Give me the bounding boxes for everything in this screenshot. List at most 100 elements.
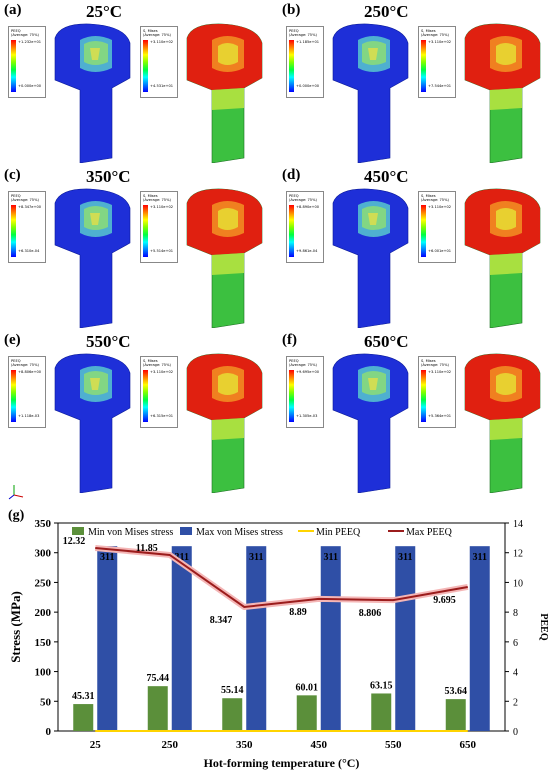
bar-label-max-von-mises: 311 bbox=[324, 552, 338, 563]
legend-label: Min PEEQ bbox=[316, 527, 361, 538]
color-scale bbox=[289, 370, 294, 422]
y-tick-label: 100 bbox=[35, 667, 52, 679]
legend-min-value: +0.000e+00 bbox=[296, 84, 319, 88]
peeq-contour-model bbox=[328, 183, 413, 328]
line-label-max-peeq: 8.806 bbox=[359, 608, 382, 619]
legend-swatch bbox=[180, 527, 192, 535]
legend-max-value: +9.695e+00 bbox=[296, 370, 319, 374]
bar-min-von-mises bbox=[371, 693, 391, 731]
x-axis-label: Hot-forming temperature (°C) bbox=[204, 756, 360, 770]
mises-contour-model bbox=[182, 348, 267, 493]
y2-tick-label: 14 bbox=[513, 519, 523, 530]
panel-letter: (a) bbox=[4, 2, 22, 19]
color-scale bbox=[143, 205, 148, 257]
legend-min-value: +6.315e+01 bbox=[150, 414, 173, 418]
peeq-contour-model bbox=[50, 348, 135, 493]
color-scale bbox=[421, 40, 426, 92]
panel-letter: (g) bbox=[8, 508, 25, 523]
panel-letter: (b) bbox=[282, 2, 300, 19]
peeq-legend: PEEQ (Average: 75%) +8.890e+00 +9.861e-0… bbox=[286, 191, 324, 263]
bar-min-von-mises bbox=[446, 699, 466, 731]
color-scale bbox=[11, 205, 16, 257]
y-tick-label: 150 bbox=[35, 637, 52, 649]
bar-max-von-mises bbox=[172, 546, 192, 731]
x-tick-label: 650 bbox=[460, 739, 477, 751]
bar-min-von-mises bbox=[148, 686, 168, 731]
y2-tick-label: 6 bbox=[513, 638, 518, 649]
panel-letter: (c) bbox=[4, 167, 21, 184]
y2-tick-label: 0 bbox=[513, 727, 518, 738]
color-scale bbox=[11, 40, 16, 92]
mises-legend: S, Mises (Average: 75%) +3.110e+02 +6.31… bbox=[140, 356, 178, 428]
mises-legend: S, Mises (Average: 75%) +3.110e+02 +6.00… bbox=[418, 191, 456, 263]
y-tick-label: 300 bbox=[35, 548, 52, 560]
bar-label-min-von-mises: 45.31 bbox=[72, 691, 95, 702]
y-axis-label: Stress (MPa) bbox=[8, 591, 23, 663]
legend-max-value: +3.110e+02 bbox=[150, 40, 173, 44]
color-scale bbox=[421, 205, 426, 257]
legend-max-value: +3.110e+02 bbox=[428, 205, 451, 209]
x-tick-label: 350 bbox=[236, 739, 253, 751]
y2-tick-label: 2 bbox=[513, 697, 518, 708]
peeq-legend: PEEQ (Average: 75%) +9.695e+00 +1.305e-0… bbox=[286, 356, 324, 428]
peeq-legend: PEEQ (Average: 75%) +1.185e+01 +0.000e+0… bbox=[286, 26, 324, 98]
legend-subtitle: (Average: 75%) bbox=[289, 363, 321, 367]
legend-label: Max von Mises stress bbox=[196, 527, 283, 538]
axis-triad-icon bbox=[8, 483, 26, 503]
y-tick-label: 50 bbox=[40, 696, 52, 708]
color-scale bbox=[289, 40, 294, 92]
bar-label-max-von-mises: 311 bbox=[100, 552, 114, 563]
fem-panel: (a) 25°C PEEQ (Average: 75%) +1.232e+01 … bbox=[0, 0, 270, 165]
panel-letter: (e) bbox=[4, 332, 21, 349]
color-scale bbox=[289, 205, 294, 257]
legend-subtitle: (Average: 75%) bbox=[11, 198, 43, 202]
bar-label-min-von-mises: 60.01 bbox=[296, 682, 319, 693]
mises-legend: S, Mises (Average: 75%) +3.110e+02 +7.54… bbox=[418, 26, 456, 98]
legend-label: Max PEEQ bbox=[406, 527, 453, 538]
legend-min-value: +6.310e-04 bbox=[18, 249, 41, 253]
x-tick-label: 550 bbox=[385, 739, 402, 751]
legend-label: Min von Mises stress bbox=[88, 527, 173, 538]
panel-letter: (d) bbox=[282, 167, 300, 184]
y-tick-label: 250 bbox=[35, 577, 52, 589]
bar-max-von-mises bbox=[321, 546, 341, 731]
color-scale bbox=[11, 370, 16, 422]
peeq-contour-model bbox=[328, 348, 413, 493]
line-label-max-peeq: 8.347 bbox=[210, 615, 233, 626]
legend-min-value: +1.118e-03 bbox=[18, 414, 41, 418]
mises-contour-model bbox=[460, 348, 545, 493]
y2-axis-label: PEEQ bbox=[538, 613, 549, 640]
legend-min-value: +5.514e+01 bbox=[150, 249, 173, 253]
y2-tick-label: 4 bbox=[513, 668, 518, 679]
legend-min-value: +5.364e+01 bbox=[428, 414, 451, 418]
legend-max-value: +8.806e+00 bbox=[18, 370, 41, 374]
peeq-legend: PEEQ (Average: 75%) +8.347e+00 +6.310e-0… bbox=[8, 191, 46, 263]
peeq-contour-model bbox=[328, 18, 413, 163]
line-label-max-peeq: 11.85 bbox=[136, 543, 158, 554]
peeq-contour-model bbox=[50, 183, 135, 328]
y-tick-label: 0 bbox=[46, 726, 52, 738]
mises-contour-model bbox=[460, 183, 545, 328]
bar-max-von-mises bbox=[395, 546, 415, 731]
x-tick-label: 25 bbox=[90, 739, 102, 751]
legend-subtitle: (Average: 75%) bbox=[421, 33, 453, 37]
line-label-max-peeq: 12.32 bbox=[63, 536, 86, 547]
color-scale bbox=[143, 370, 148, 422]
legend-max-value: +1.185e+01 bbox=[296, 40, 319, 44]
x-tick-label: 250 bbox=[162, 739, 179, 751]
legend-subtitle: (Average: 75%) bbox=[11, 363, 43, 367]
legend-min-value: +1.305e-03 bbox=[296, 414, 319, 418]
mises-contour-model bbox=[460, 18, 545, 163]
legend-max-value: +8.347e+00 bbox=[18, 205, 41, 209]
y-tick-label: 200 bbox=[35, 607, 52, 619]
panel-letter: (f) bbox=[282, 332, 297, 349]
legend-subtitle: (Average: 75%) bbox=[421, 198, 453, 202]
y-tick-label: 350 bbox=[35, 518, 52, 530]
legend-max-value: +3.110e+02 bbox=[150, 370, 173, 374]
fem-panel: (f) 650°C PEEQ (Average: 75%) +9.695e+00… bbox=[278, 330, 548, 495]
legend-min-value: +7.544e+01 bbox=[428, 84, 451, 88]
legend-subtitle: (Average: 75%) bbox=[11, 33, 43, 37]
plot-area bbox=[58, 523, 505, 731]
